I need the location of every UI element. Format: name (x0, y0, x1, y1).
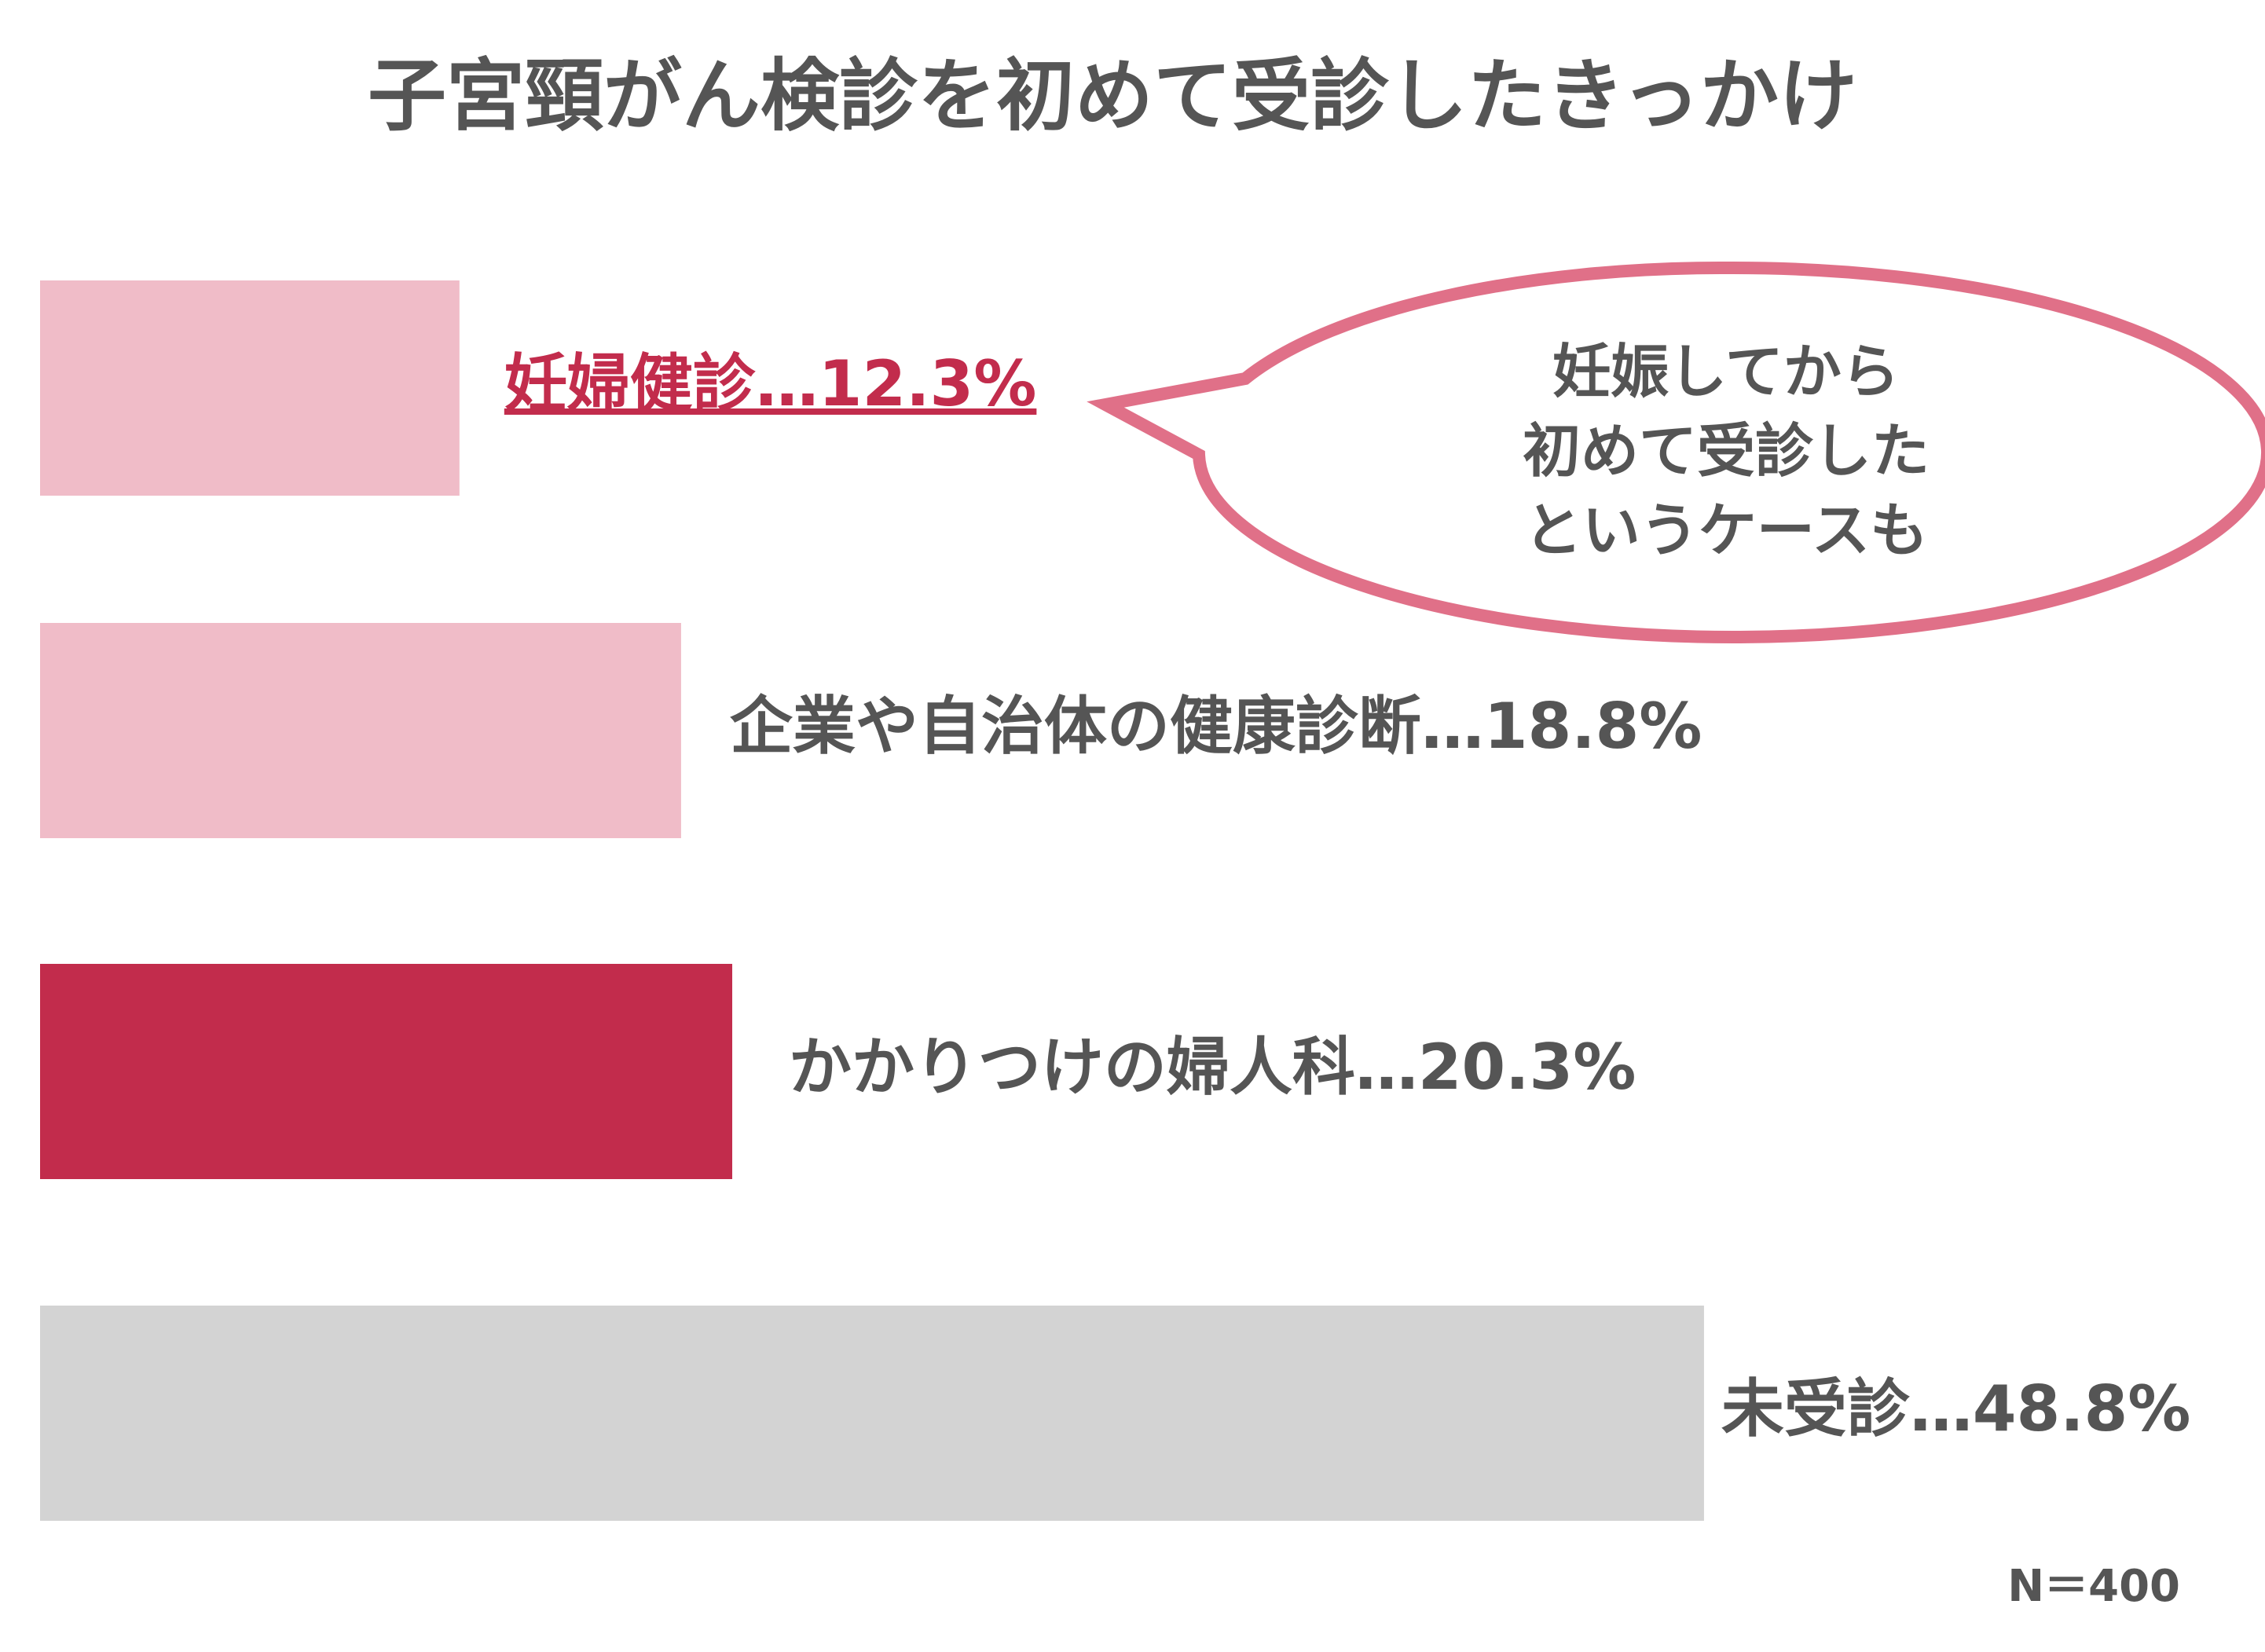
value-label: 企業や自治体の健康診断…18.8% (730, 690, 1702, 763)
bar (40, 623, 681, 838)
bar (40, 1306, 1704, 1521)
bar (40, 280, 460, 496)
annotation-line: 初めて受診した (1523, 418, 1930, 485)
bar (40, 964, 733, 1179)
sample-size-note: N＝400 (2007, 1561, 2180, 1612)
speech-bubble (1087, 261, 2265, 643)
value-label: かかりつけの婦人科…20.3% (789, 1031, 1636, 1104)
annotation-line: というケースも (1524, 497, 1928, 565)
value-label: 未受診…48.8% (1721, 1372, 2191, 1445)
chart-title: 子宮頸がん検診を初めて受診したきっかけ (368, 49, 1857, 141)
value-label: 妊婦健診…12.3% (504, 347, 1037, 420)
annotation-line: 妊娠してから (1552, 339, 1900, 406)
